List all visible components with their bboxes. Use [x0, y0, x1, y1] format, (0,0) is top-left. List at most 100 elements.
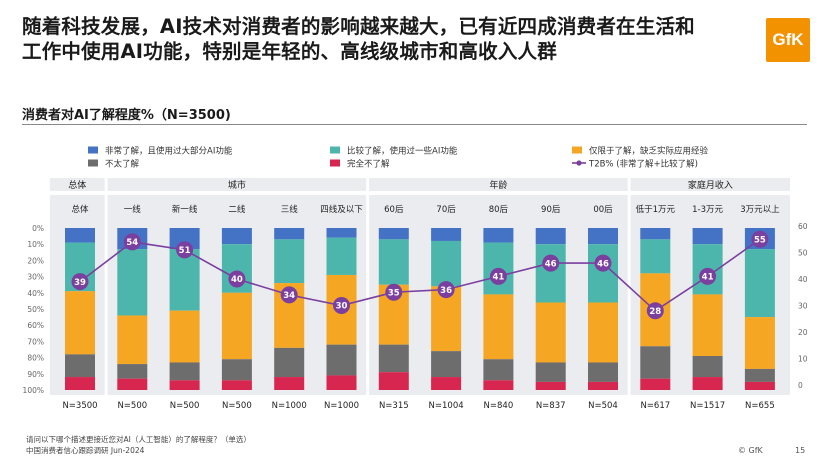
bar-segment-somewhat — [326, 237, 357, 275]
legend-label-somewhat: 比较了解，使用过一些AI功能 — [347, 146, 458, 157]
y-left-tick-label: 80% — [27, 354, 44, 363]
y-left-tick-label: 30% — [27, 273, 44, 282]
bar-segment-not_much — [378, 344, 409, 373]
group-header-bg-2 — [369, 178, 628, 191]
sample-size-label: N=1000 — [324, 401, 359, 411]
sample-size-label: N=1000 — [272, 401, 307, 411]
bar-segment-not_much — [326, 344, 357, 376]
sample-size-label: N=500 — [117, 401, 147, 411]
bar-segment-not_much — [535, 362, 566, 382]
t2b-point — [176, 241, 194, 259]
category-label: 新一线 — [172, 204, 198, 215]
group-header-label: 家庭月收入 — [688, 179, 733, 191]
y-left-tick-label: 10% — [27, 240, 44, 249]
t2b-point — [594, 254, 612, 272]
chart-title-underline — [22, 124, 807, 125]
sample-size-label: N=500 — [222, 401, 252, 411]
bar-segment-none — [221, 380, 252, 390]
bar-segment-very_familiar — [326, 228, 357, 238]
t2b-value-label: 39 — [74, 278, 86, 288]
bar-segment-limited — [169, 310, 200, 363]
bar-segment-very_familiar — [588, 228, 618, 245]
y-left-tick-label: 60% — [27, 321, 44, 330]
group-header-bg-3 — [630, 178, 791, 191]
bar-segment-very_familiar — [221, 228, 252, 245]
y-right-tick-label: 40 — [798, 275, 808, 284]
bar-segment-none — [117, 378, 148, 390]
y-left-tick-label: 90% — [27, 370, 44, 379]
sample-size-label: N=1517 — [690, 401, 725, 411]
y-left-tick-label: 20% — [27, 256, 44, 265]
group-header-bg-0 — [49, 178, 105, 191]
category-label: 90后 — [541, 204, 561, 215]
y-right-tick-label: 0 — [798, 381, 803, 390]
t2b-value-label: 40 — [231, 275, 243, 285]
y-left-tick-label: 0% — [32, 224, 44, 233]
legend-label-limited: 仅限于了解，缺乏实际应用经验 — [589, 146, 709, 157]
bar-segment-none — [640, 378, 671, 390]
bar-segment-very_familiar — [169, 228, 200, 250]
sample-size-label: N=1004 — [429, 401, 464, 411]
category-label: 二线 — [228, 204, 246, 215]
y-right-tick-label: 50 — [798, 249, 808, 258]
category-label: 低于1万元 — [636, 204, 676, 215]
sample-size-label: N=500 — [170, 401, 200, 411]
bar-segment-very_familiar — [65, 228, 95, 243]
category-label: 一线 — [124, 204, 142, 215]
t2b-point — [489, 267, 507, 285]
t2b-value-label: 36 — [440, 286, 452, 296]
bar-segment-somewhat — [640, 239, 671, 274]
bar-segment-not_much — [744, 368, 775, 382]
bar-segment-not_much — [65, 354, 95, 378]
bar-segment-limited — [483, 294, 514, 360]
t2b-value-label: 28 — [649, 307, 661, 317]
bar-segment-somewhat — [431, 240, 462, 287]
legend-swatch-not_much — [88, 159, 98, 167]
t2b-value-label: 30 — [336, 302, 348, 312]
bar-segment-limited — [535, 302, 566, 363]
bar-segment-not_much — [221, 359, 252, 381]
category-label: 00后 — [593, 204, 613, 215]
y-right-tick-label: 60 — [798, 222, 808, 231]
legend-swatch-very_familiar — [88, 146, 98, 154]
bar-segment-very_familiar — [692, 228, 723, 245]
bar-segment-not_much — [169, 362, 200, 381]
category-label: 70后 — [436, 204, 456, 215]
page-number: 15 — [795, 446, 806, 455]
bar-segment-none — [169, 380, 200, 390]
t2b-value-label: 46 — [597, 259, 609, 269]
bar-segment-not_much — [117, 364, 148, 379]
group-header-label: 城市 — [228, 179, 246, 191]
legend-label-very_familiar: 非常了解，且使用过大部分AI功能 — [105, 146, 233, 157]
bar-segment-very_familiar — [535, 228, 566, 245]
sample-size-label: N=840 — [484, 401, 514, 411]
t2b-point — [542, 254, 560, 272]
bar-segment-none — [483, 380, 514, 390]
t2b-line — [79, 238, 761, 312]
category-label: 80后 — [489, 204, 509, 215]
t2b-value-label: 41 — [492, 273, 504, 283]
t2b-value-label: 34 — [283, 291, 295, 301]
page-title: 随着科技发展，AI技术对消费者的影响越来越大，已有近四成消费者在生活和 工作中使… — [22, 14, 742, 64]
page-title-line-1: 随着科技发展，AI技术对消费者的影响越来越大，已有近四成消费者在生活和 — [22, 15, 695, 38]
category-label: 3万元以上 — [740, 205, 780, 215]
legend-swatch-somewhat — [330, 146, 340, 154]
legend-label-t2b: T2B% (非常了解+比较了解) — [588, 159, 698, 170]
t2b-point — [280, 286, 298, 304]
t2b-value-label: 54 — [126, 238, 138, 248]
y-left-tick-label: 40% — [27, 289, 44, 298]
bar-segment-not_much — [640, 346, 671, 379]
gfk-logo: GfK — [766, 18, 810, 62]
bar-segment-none — [431, 377, 462, 390]
bar-segment-none — [378, 372, 409, 390]
legend-swatch-none — [330, 159, 340, 167]
group-header-bg-1 — [107, 178, 367, 191]
sample-size-label: N=504 — [588, 401, 618, 411]
t2b-point — [699, 267, 717, 285]
t2b-point — [228, 270, 246, 288]
t2b-value-label: 51 — [179, 246, 191, 256]
sample-size-label: N=617 — [640, 401, 670, 411]
bar-segment-none — [588, 381, 618, 390]
copyright: © GfK — [738, 446, 763, 455]
legend-marker-t2b — [576, 160, 582, 166]
